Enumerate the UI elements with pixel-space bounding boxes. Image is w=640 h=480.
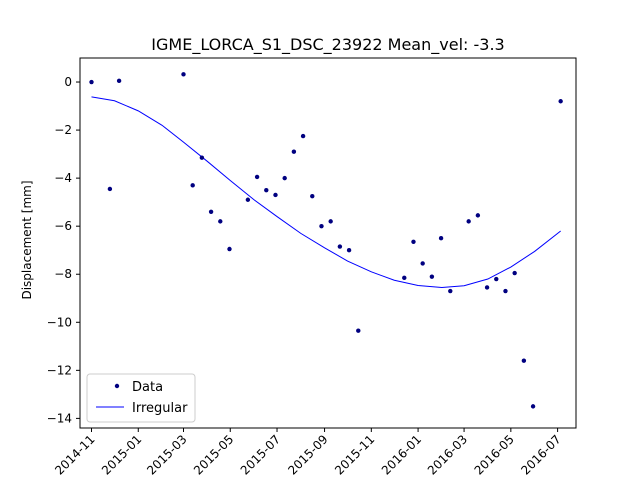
data-point-10 — [254, 174, 260, 180]
data-point-17 — [319, 223, 324, 229]
data-point-23 — [411, 239, 416, 244]
data-point-2 — [116, 78, 122, 84]
y-tick-label: −6 — [54, 219, 72, 233]
data-point-20 — [346, 248, 352, 253]
data-point-19 — [337, 244, 343, 249]
y-tick-label: 0 — [64, 75, 72, 89]
y-axis-label: Displacement [mm] — [20, 180, 34, 299]
y-tick-label: −12 — [47, 363, 72, 377]
data-point-13 — [282, 175, 287, 181]
data-point-7 — [218, 219, 223, 224]
y-tick-label: −4 — [54, 171, 72, 185]
data-point-21 — [356, 328, 361, 333]
data-point-28 — [466, 219, 471, 224]
legend-label-data: Data — [132, 380, 163, 395]
data-point-16 — [310, 193, 315, 199]
data-point-22 — [402, 275, 407, 281]
legend-box — [86, 373, 196, 423]
data-point-25 — [429, 274, 435, 279]
legend: Data Irregular — [86, 373, 196, 423]
data-point-9 — [245, 197, 251, 202]
data-point-14 — [291, 149, 297, 154]
legend-data-marker — [114, 383, 120, 389]
data-point-11 — [264, 187, 269, 193]
data-point-6 — [208, 209, 214, 214]
data-point-3 — [181, 72, 186, 77]
y-tick-label: −2 — [54, 123, 72, 137]
legend-label-irregular: Irregular — [132, 401, 188, 416]
y-tick-label: −10 — [47, 315, 72, 329]
y-tick-label: −8 — [54, 267, 72, 281]
plot-frame — [79, 57, 577, 429]
data-point-33 — [512, 270, 517, 276]
data-point-12 — [273, 192, 278, 198]
chart-title: IGME_LORCA_S1_DSC_23922 Mean_vel: -3.3 — [151, 35, 504, 55]
data-point-27 — [448, 288, 453, 294]
data-point-34 — [521, 358, 527, 363]
data-point-4 — [190, 183, 195, 188]
data-point-0 — [89, 79, 94, 85]
data-point-32 — [503, 288, 508, 294]
series-line-irregular — [91, 96, 561, 288]
y-tick-label: −14 — [47, 411, 72, 425]
data-point-36 — [558, 99, 563, 104]
data-point-30 — [484, 285, 490, 290]
data-point-29 — [475, 213, 481, 218]
data-point-1 — [107, 186, 113, 192]
data-point-26 — [438, 235, 444, 241]
data-point-31 — [494, 276, 499, 282]
data-point-24 — [420, 261, 425, 266]
data-point-5 — [199, 155, 205, 160]
data-point-18 — [328, 219, 333, 224]
data-point-8 — [227, 246, 232, 252]
data-point-35 — [530, 404, 536, 409]
data-point-15 — [300, 133, 306, 139]
